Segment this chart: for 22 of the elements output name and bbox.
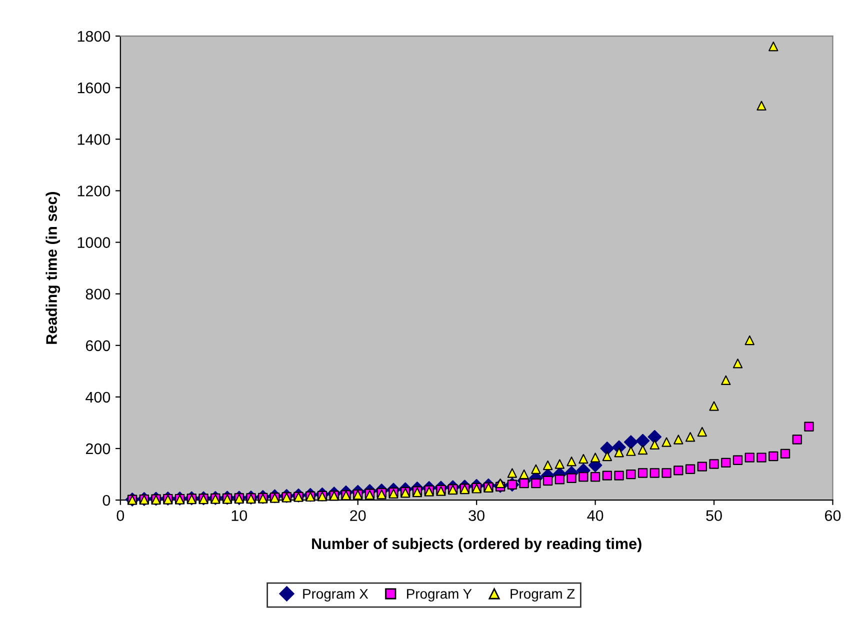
y-tick-label: 1000	[78, 237, 110, 248]
legend-label: Program X	[303, 589, 368, 602]
y-tick-label: 400	[86, 392, 110, 403]
x-tick-label: 40	[587, 510, 604, 522]
x-axis-title: Number of subjects (ordered by reading time)	[312, 538, 642, 552]
x-tick-label: 50	[706, 510, 722, 522]
x-tick-label: 0	[116, 510, 124, 522]
y-tick-label: 1400	[78, 134, 110, 145]
y-tick-label: 0	[102, 494, 110, 506]
y-tick-label: 200	[86, 443, 110, 454]
y-tick-label: 1200	[78, 186, 110, 196]
x-tick-label: 30	[468, 510, 484, 522]
x-tick-label: 60	[825, 510, 841, 522]
y-tick-label: 600	[86, 340, 110, 352]
legend-label: Program Z	[510, 589, 575, 602]
y-axis-title: Reading time (in sec)	[46, 192, 60, 344]
y-tick-label: 800	[86, 288, 110, 300]
y-tick-label: 1600	[78, 82, 110, 94]
y-tick-label: 1800	[78, 30, 110, 42]
legend-label: Program Y	[407, 589, 472, 602]
x-tick-label: 20	[350, 510, 366, 522]
x-tick-label: 10	[232, 510, 248, 522]
